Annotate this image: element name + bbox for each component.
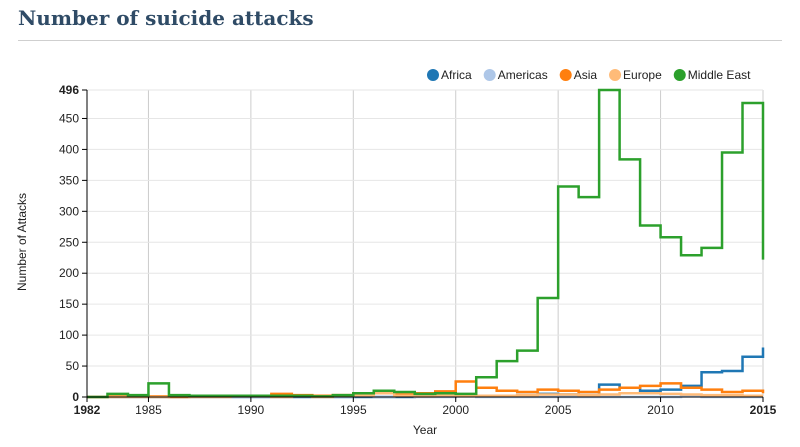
y-tick-label-250: 250 <box>59 235 79 249</box>
series-line-africa <box>87 347 765 399</box>
legend-swatch-europe <box>609 69 622 81</box>
legend-swatch-middle-east <box>673 69 686 81</box>
y-tick-label-400: 400 <box>59 142 79 156</box>
y-tick-label-450: 450 <box>59 111 79 125</box>
x-tick-label-1982: 1982 <box>74 403 101 417</box>
y-tick-label-100: 100 <box>59 328 79 342</box>
y-axis-label: Number of Attacks <box>15 193 29 291</box>
y-tick-label-0: 0 <box>72 390 79 404</box>
x-tick-label-2010: 2010 <box>647 403 674 417</box>
series-line-middle-east <box>87 88 765 399</box>
x-tick-label-1995: 1995 <box>340 403 367 417</box>
y-tick-label-50: 50 <box>66 359 80 373</box>
y-tick-label-150: 150 <box>59 297 79 311</box>
x-axis-label: Year <box>413 423 437 437</box>
x-tick-label-1985: 1985 <box>135 403 162 417</box>
x-tick-label-2015: 2015 <box>750 403 777 417</box>
legend-swatch-asia <box>559 69 572 81</box>
title-divider <box>18 40 782 41</box>
x-tick-label-2005: 2005 <box>545 403 572 417</box>
legend-swatch-africa <box>427 69 439 81</box>
legend-swatch-americas <box>483 69 496 81</box>
y-tick-label-496: 496 <box>59 83 79 97</box>
legend-label-africa: Africa <box>441 68 472 82</box>
grid <box>86 89 764 398</box>
legend-label-americas: Americas <box>498 68 548 82</box>
chart-title: Number of suicide attacks <box>18 6 314 30</box>
x-tick-label-1990: 1990 <box>238 403 265 417</box>
series-layer <box>87 88 765 399</box>
x-tick-label-2000: 2000 <box>442 403 469 417</box>
legend-label-europe: Europe <box>623 68 662 82</box>
y-tick-label-350: 350 <box>59 173 79 187</box>
y-tick-label-300: 300 <box>59 204 79 218</box>
legend-label-middle-east: Middle East <box>688 68 751 82</box>
legend: Africa Americas Asia Europe Middle East <box>427 68 751 82</box>
y-tick-label-200: 200 <box>59 266 79 280</box>
axes: 0 50 100 150 200 250 300 350 400 450 496 1982 1985 19… <box>59 83 777 417</box>
legend-label-asia: Asia <box>574 68 598 82</box>
